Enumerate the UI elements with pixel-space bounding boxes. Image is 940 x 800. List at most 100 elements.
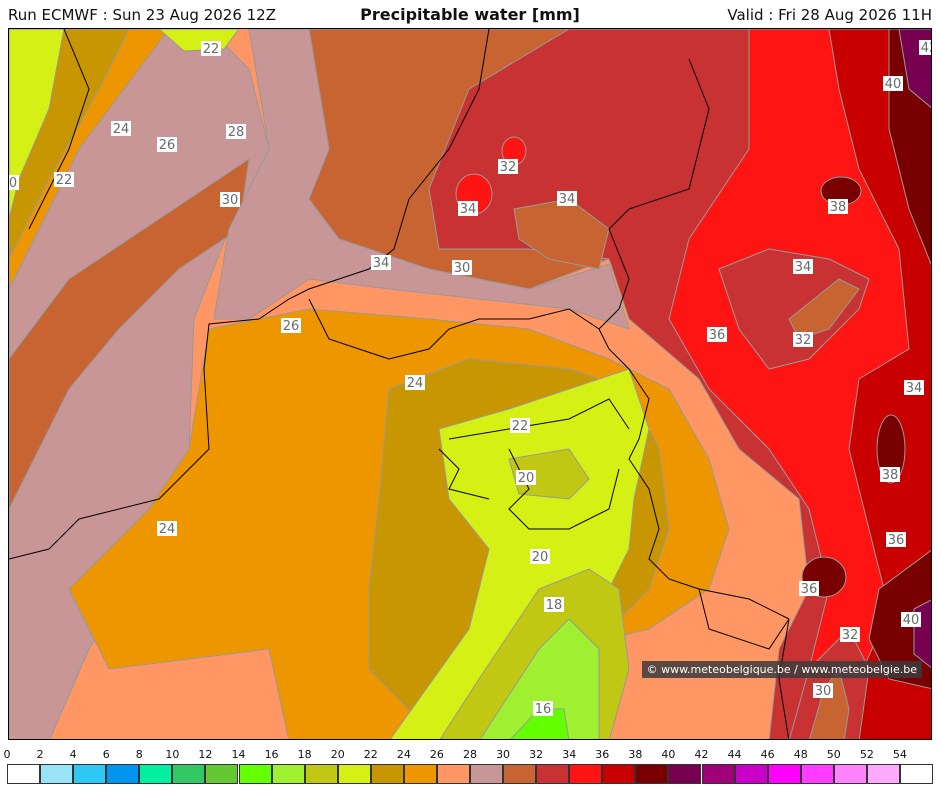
contour-label: 24: [407, 376, 424, 391]
band-north-28: [213, 29, 630, 330]
contour-label: 30: [815, 684, 832, 699]
color-legend: 0 2 4 6 8 10 12 14 16 18 20 22 24 26 28 30 32 34 36 38 40 42 4…: [3, 748, 933, 788]
legend-tick: 52: [859, 748, 874, 761]
band-south-14: [510, 708, 570, 739]
contour-label-bg: [371, 255, 391, 270]
contour-label: 38: [830, 200, 847, 215]
legend-tick: 10: [165, 748, 180, 761]
legend-swatch: [337, 764, 371, 784]
legend-tick: 16: [264, 748, 279, 761]
legend-tick: 38: [628, 748, 643, 761]
legend-swatch: [271, 764, 305, 784]
legend-swatch: [470, 764, 504, 784]
contour-label-bg: [111, 121, 131, 136]
legend-swatch: [172, 764, 206, 784]
legend-tick: 20: [330, 748, 345, 761]
legend-swatch: [866, 764, 900, 784]
legend-swatch: [436, 764, 470, 784]
contour-label-bg: [157, 521, 177, 536]
contour-label: 40: [903, 613, 920, 628]
legend-tick: 0: [3, 748, 11, 761]
legend-tick: 34: [562, 748, 577, 761]
band-east-34: [668, 29, 931, 739]
legend-tick: 30: [496, 748, 511, 761]
legend-swatch: [833, 764, 867, 784]
contour-label-bg: [544, 597, 564, 612]
legend-swatch: [403, 764, 437, 784]
band-west-22: [9, 29, 65, 220]
band-center-18: [508, 448, 590, 500]
contour-label: 18: [546, 598, 563, 613]
contour-label: 36: [801, 582, 818, 597]
contour-labels: 2224262830222426283434323430262422202018…: [9, 40, 932, 717]
band-south-16: [479, 618, 600, 739]
legend-swatch: [767, 764, 801, 784]
contour-label: 36: [709, 328, 726, 343]
contour-label: 32: [500, 160, 517, 175]
contour-label-bg: [828, 199, 848, 214]
legend-swatch: [139, 764, 173, 784]
contour-label: 34: [460, 202, 477, 217]
contour-label-bg: [904, 380, 924, 395]
legend-tick: 32: [529, 748, 544, 761]
legend-tick: 24: [396, 748, 411, 761]
contour-label: 0: [9, 176, 17, 191]
precipitable-water-map: 2224262830222426283434323430262422202018…: [8, 28, 932, 740]
map-canvas: 2224262830222426283434323430262422202018…: [9, 29, 932, 739]
contour-label: 22: [203, 42, 220, 57]
band-west-30: [9, 157, 250, 510]
contour-label-bg: [793, 259, 813, 274]
run-info: Run ECMWF : Sun 23 Aug 2026 12Z: [8, 6, 276, 24]
legend-swatch: [106, 764, 140, 784]
contour-label-bg: [880, 467, 900, 482]
contour-label-bg: [516, 470, 536, 485]
contour-label: 28: [228, 125, 245, 140]
contour-label-bg: [813, 683, 833, 698]
legend-tick: 8: [135, 748, 143, 761]
contour-label-bg: [707, 327, 727, 342]
legend-swatch: [800, 764, 834, 784]
legend-tick: 46: [760, 748, 775, 761]
legend-tick: 6: [102, 748, 110, 761]
legend-swatch: [40, 764, 74, 784]
contour-label-bg: [886, 532, 906, 547]
contour-label-bg: [220, 192, 240, 207]
legend-swatch: [73, 764, 107, 784]
contour-label-bg: [510, 418, 530, 433]
contour-label: 34: [373, 256, 390, 271]
legend-swatch: [205, 764, 239, 784]
band-east-inner-32: [718, 248, 870, 370]
contour-label: 30: [222, 193, 239, 208]
contour-label-bg: [9, 175, 19, 190]
contour-label: 34: [559, 192, 576, 207]
contour-label-bg: [883, 76, 903, 91]
legend-swatch: [635, 764, 669, 784]
legend-tick: 40: [661, 748, 676, 761]
legend-swatch: [536, 764, 570, 784]
legend-swatch: [602, 764, 636, 784]
contour-label: 26: [159, 138, 176, 153]
contour-label-bg: [901, 612, 921, 627]
legend-tick: 2: [36, 748, 44, 761]
contour-label-bg: [405, 375, 425, 390]
contour-label: 34: [906, 381, 923, 396]
contour-label-bg: [458, 201, 478, 216]
contour-label-bg: [498, 159, 518, 174]
contour-label: 22: [56, 173, 73, 188]
contour-label-bg: [226, 124, 246, 139]
legend-tick: 12: [198, 748, 213, 761]
contour-label: 38: [882, 468, 899, 483]
contour-label: 40: [885, 77, 902, 92]
valid-time: Valid : Fri 28 Aug 2026 11H: [727, 6, 932, 24]
contour-label: 20: [518, 471, 535, 486]
contour-label: 42: [921, 41, 932, 56]
contour-label: 24: [113, 122, 130, 137]
contour-label-bg: [281, 318, 301, 333]
contour-label: 20: [532, 550, 549, 565]
legend-swatch: [569, 764, 603, 784]
legend-tick: 4: [69, 748, 77, 761]
contour-label: 26: [283, 319, 300, 334]
legend-tick: 26: [429, 748, 444, 761]
contour-label-bg: [919, 40, 931, 55]
contour-label-bg: [157, 137, 177, 152]
